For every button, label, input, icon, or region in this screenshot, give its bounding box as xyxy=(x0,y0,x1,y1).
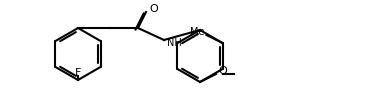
Text: O: O xyxy=(218,66,227,76)
Text: F: F xyxy=(75,68,81,78)
Text: Me: Me xyxy=(190,27,205,37)
Text: O: O xyxy=(149,4,158,14)
Text: NH: NH xyxy=(167,38,182,48)
